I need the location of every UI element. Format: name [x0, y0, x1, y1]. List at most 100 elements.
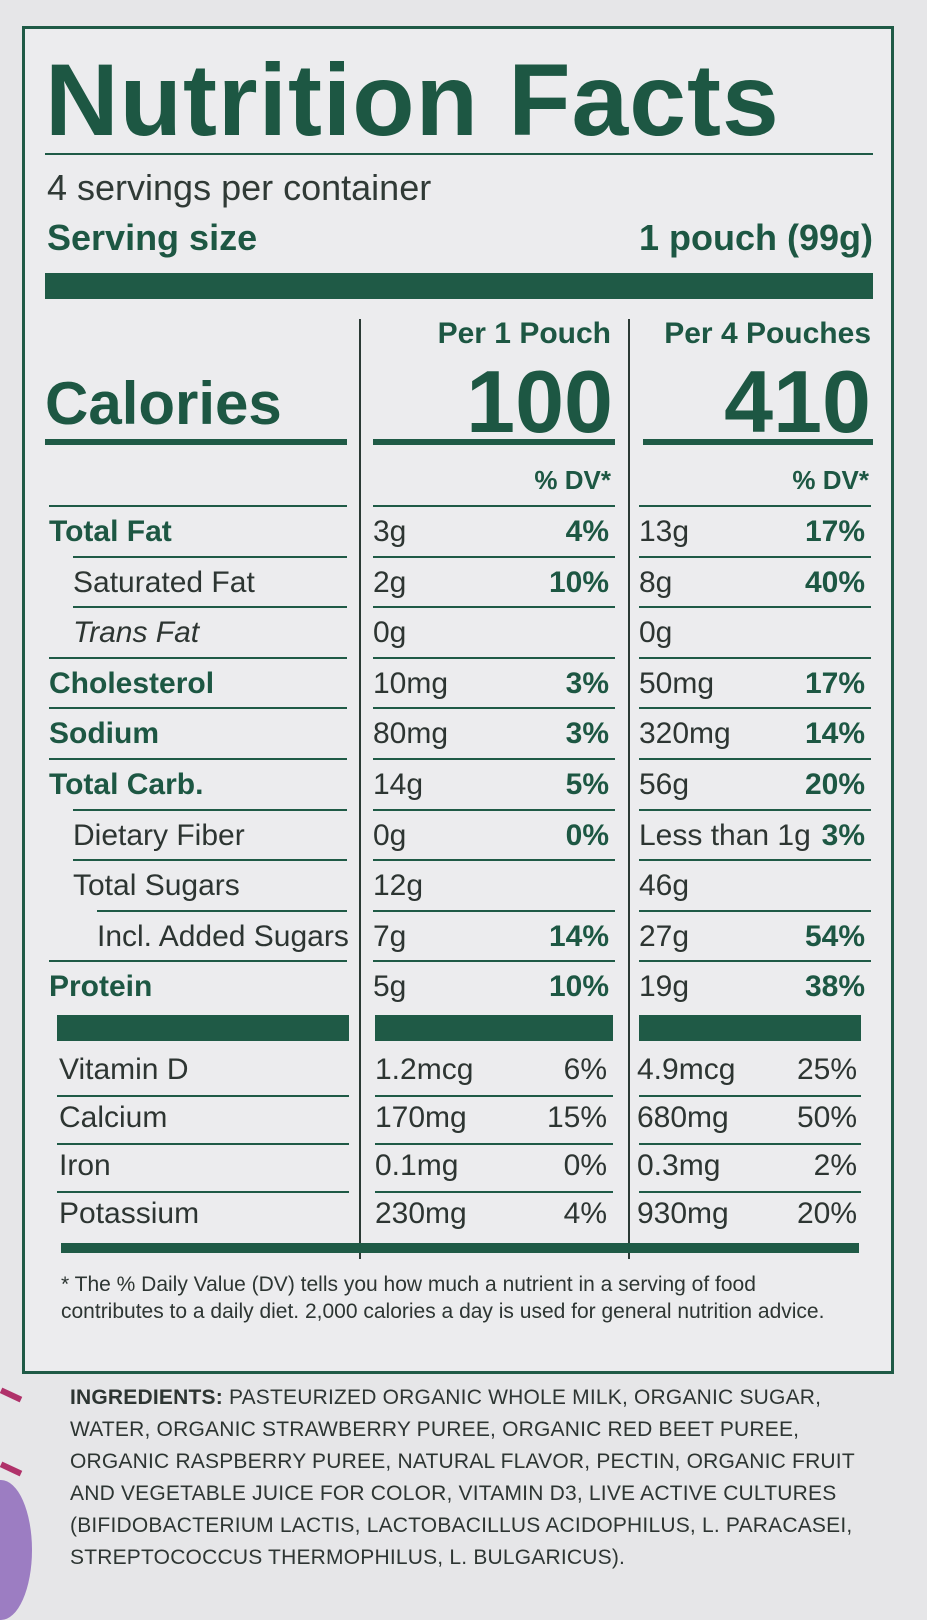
row-divider: [73, 859, 347, 862]
amount-per-container: 56g: [639, 768, 690, 801]
nutrient-row: Total Sugars 12g 46g: [25, 863, 891, 913]
dv-per-pouch: 15%: [546, 1101, 607, 1134]
dv-per-pouch: 0%: [563, 1149, 607, 1182]
row-divider: [639, 808, 871, 811]
dv-per-pouch: 10%: [548, 970, 609, 1004]
amount-per-container: 50mg: [639, 666, 715, 700]
dv-per-pouch: 4%: [563, 1197, 607, 1230]
row-divider: [73, 808, 347, 811]
calories-label: Calories: [45, 370, 282, 437]
amount-per-pouch: 230mg: [375, 1197, 467, 1230]
amount-per-pouch: 7g: [373, 919, 407, 953]
vitamin-name: Potassium: [59, 1197, 200, 1230]
dv-per-container: 38%: [804, 970, 865, 1004]
amount-per-container: 0g: [639, 616, 673, 650]
dv-per-container: 17%: [804, 666, 865, 700]
vitamin-row: Vitamin D 1.2mcg 6% 4.9mcg 25%: [25, 1049, 891, 1099]
row-divider: [639, 1191, 861, 1193]
amount-per-container: 0.3mg: [637, 1149, 721, 1182]
row-divider: [49, 505, 347, 507]
amount-per-pouch: 80mg: [373, 717, 449, 751]
divider: [643, 439, 873, 445]
dv-per-container: 2%: [813, 1149, 857, 1182]
ingredients-label: INGREDIENTS:: [70, 1386, 223, 1409]
dv-per-pouch: 14%: [548, 919, 609, 953]
row-divider: [373, 707, 615, 710]
ingredients-text: PASTEURIZED ORGANIC WHOLE MILK, ORGANIC …: [70, 1386, 855, 1569]
amount-per-pouch: 5g: [373, 970, 407, 1004]
nutrient-row: Saturated Fat 2g 10% 8g 40%: [25, 560, 891, 610]
amount-per-container: 930mg: [637, 1197, 729, 1230]
divider: [373, 439, 615, 445]
nutrient-name: Protein: [49, 970, 153, 1004]
row-divider: [373, 656, 615, 659]
nutrient-row: Dietary Fiber 0g 0% Less than 1g 3%: [25, 813, 891, 863]
dv-per-pouch: 3%: [565, 717, 609, 751]
amount-per-pouch: 1.2mcg: [375, 1053, 474, 1086]
amount-per-pouch: 170mg: [375, 1101, 467, 1134]
nutrient-row: Incl. Added Sugars 7g 14% 27g 54%: [25, 914, 891, 964]
amount-per-container: 46g: [639, 869, 690, 903]
nutrient-name: Sodium: [49, 717, 159, 751]
footnote: * The % Daily Value (DV) tells you how m…: [61, 1273, 825, 1323]
thick-divider: [57, 1015, 349, 1041]
nutrient-row: Sodium 80mg 3% 320mg 14%: [25, 711, 891, 761]
amount-per-container: 680mg: [637, 1101, 729, 1134]
dv-per-container: 50%: [796, 1101, 857, 1134]
row-divider: [49, 758, 347, 760]
row-divider: [373, 555, 615, 558]
row-divider: [375, 1095, 613, 1097]
nutrient-name: Incl. Added Sugars: [97, 919, 349, 953]
divider: [45, 439, 347, 445]
nutrient-row: Total Carb. 14g 5% 56g 20%: [25, 762, 891, 812]
thick-divider: [45, 273, 873, 299]
thick-divider: [639, 1015, 861, 1041]
nutrient-name: Total Fat: [49, 515, 172, 548]
vitamin-row: Iron 0.1mg 0% 0.3mg 2%: [25, 1145, 891, 1195]
row-divider: [373, 859, 615, 862]
row-divider: [49, 960, 347, 963]
amount-per-container: Less than 1g: [639, 818, 811, 852]
dv-per-container: 25%: [796, 1053, 857, 1086]
amount-per-pouch: 2g: [373, 565, 407, 599]
dv-per-container: 17%: [804, 515, 865, 548]
amount-per-container: 27g: [639, 919, 690, 953]
nutrient-name: Total Sugars: [73, 869, 240, 903]
row-divider: [639, 1095, 861, 1097]
row-divider: [97, 909, 347, 912]
row-divider: [639, 505, 871, 507]
row-divider: [373, 606, 615, 609]
dv-header: % DV*: [534, 465, 611, 495]
amount-per-pouch: 0g: [373, 616, 407, 650]
row-divider: [375, 1191, 613, 1193]
divider: [45, 153, 873, 155]
column-heading: Per 1 Pouch: [437, 317, 611, 350]
row-divider: [639, 555, 871, 558]
panel-title: Nutrition Facts: [45, 43, 780, 157]
dv-per-pouch: 6%: [563, 1053, 607, 1086]
row-divider: [373, 505, 615, 507]
dv-per-pouch: 5%: [565, 768, 609, 801]
serving-size-value: 1 pouch (99g): [638, 217, 873, 258]
amount-per-container: 4.9mcg: [637, 1053, 736, 1086]
nutrient-name: Cholesterol: [49, 666, 215, 700]
nutrient-name: Saturated Fat: [73, 565, 255, 599]
amount-per-pouch: 12g: [373, 869, 424, 903]
row-divider: [373, 960, 615, 963]
column-heading: Per 4 Pouches: [664, 317, 871, 350]
ingredients-statement: INGREDIENTS: PASTEURIZED ORGANIC WHOLE M…: [70, 1382, 880, 1574]
row-divider: [49, 707, 347, 710]
row-divider: [373, 758, 615, 760]
servings-per-container: 4 servings per container: [47, 167, 432, 208]
dv-header: % DV*: [792, 465, 869, 495]
amount-per-container: 8g: [639, 565, 673, 599]
vitamin-row: Calcium 170mg 15% 680mg 50%: [25, 1097, 891, 1147]
row-divider: [373, 909, 615, 912]
row-divider: [639, 707, 871, 710]
nutrient-row: Trans Fat 0g 0g: [25, 610, 891, 660]
vitamin-name: Calcium: [59, 1101, 168, 1134]
dv-per-pouch: 0%: [565, 818, 609, 852]
dv-per-pouch: 10%: [548, 565, 609, 599]
amount-per-pouch: 0g: [373, 818, 407, 852]
nutrient-name: Total Carb.: [49, 768, 204, 801]
